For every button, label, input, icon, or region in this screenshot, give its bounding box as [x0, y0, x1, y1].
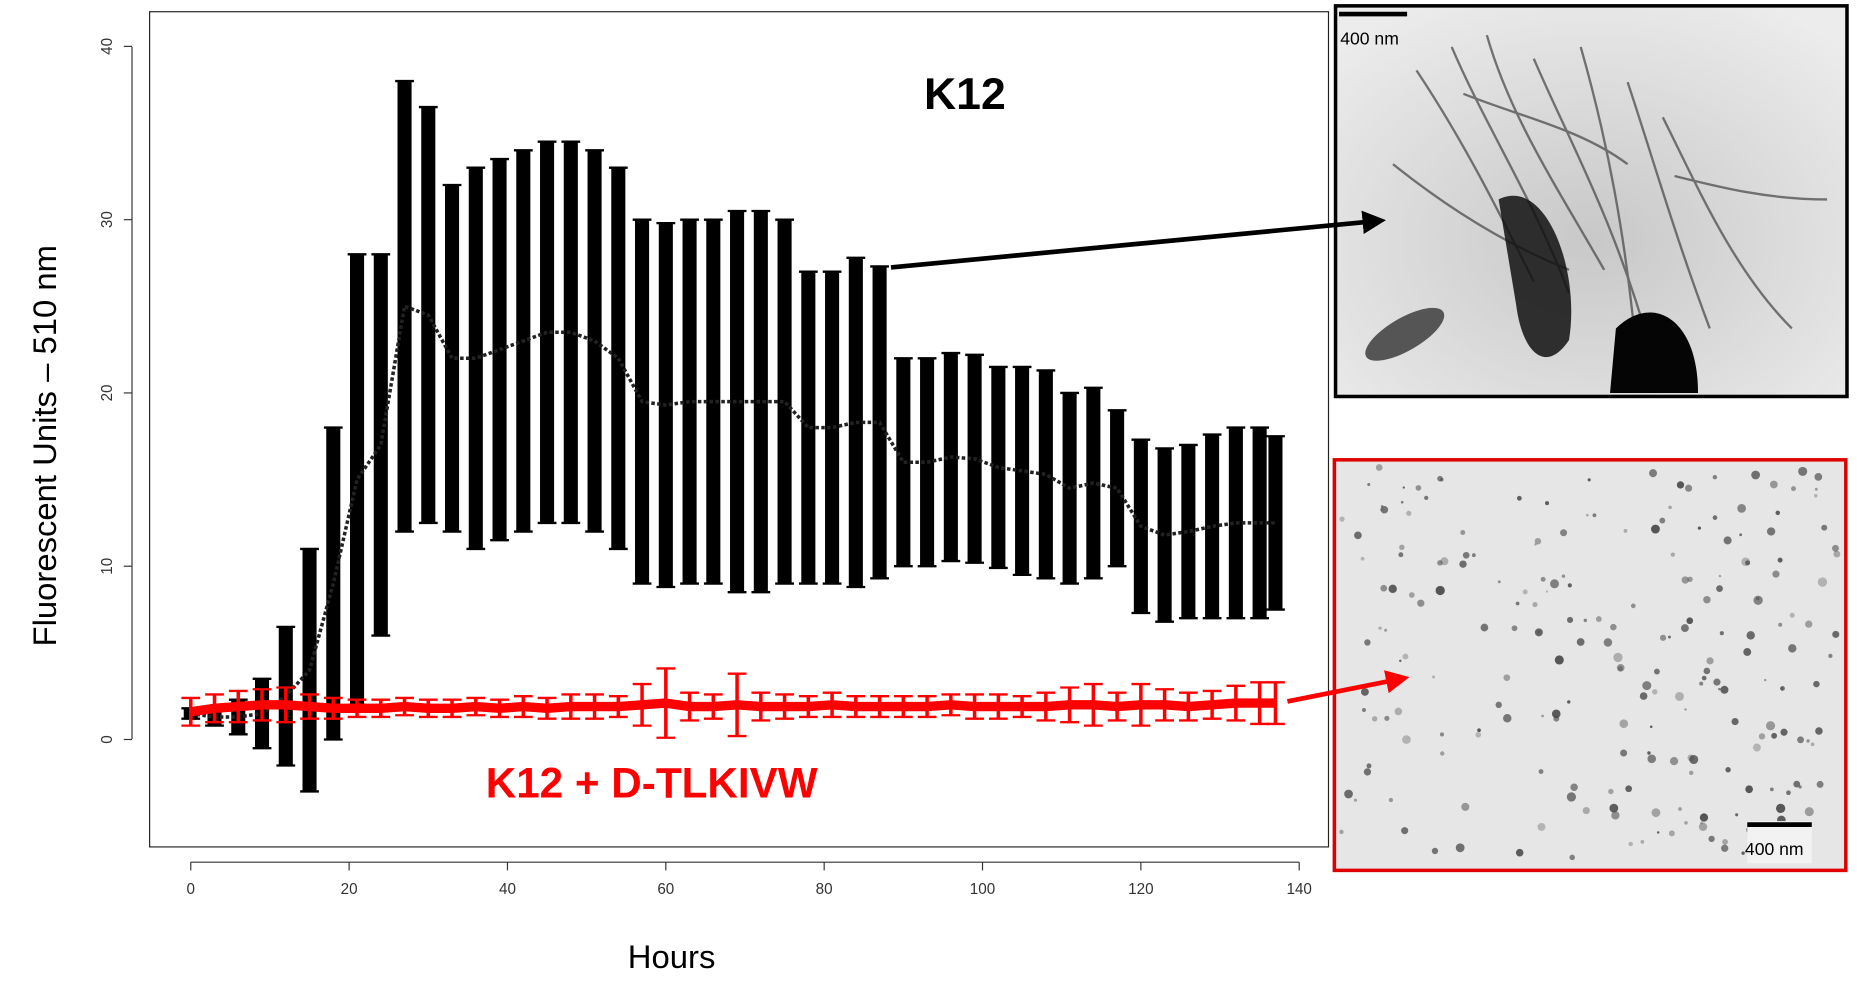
arrow — [890, 210, 1386, 270]
scale-label: 400 nm — [1340, 29, 1399, 49]
x-tick-label: 120 — [1128, 881, 1153, 898]
error-bar — [1226, 426, 1246, 620]
series — [181, 79, 1285, 793]
error-bar — [751, 209, 771, 594]
series-label: K12 + D-TLKIVW — [486, 760, 818, 807]
y-tick-label: 20 — [99, 384, 116, 401]
error-bar — [466, 166, 486, 551]
y-axis-title: Fluorescent Units – 510 nm — [26, 245, 63, 646]
error-bar — [608, 166, 628, 551]
error-bar — [798, 270, 818, 585]
plot-frame — [149, 11, 1330, 848]
micrograph-fibrils: 400 nm — [1333, 4, 1849, 399]
mean-line — [190, 303, 1276, 719]
arrow — [1286, 670, 1410, 704]
x-tick-label: 60 — [657, 881, 674, 898]
error-bar — [1155, 447, 1174, 623]
x-tick-label: 80 — [816, 881, 833, 898]
error-bar — [561, 140, 581, 525]
error-bar — [1012, 365, 1032, 577]
error-bar — [727, 209, 747, 594]
x-axis-title: Hours — [628, 938, 716, 975]
error-bar — [371, 253, 391, 637]
error-bar — [1107, 409, 1127, 568]
error-bar — [395, 79, 414, 533]
error-bar — [893, 357, 913, 568]
error-bar — [1178, 443, 1198, 620]
error-bar — [917, 357, 937, 568]
plot-area — [181, 79, 1285, 793]
error-bar — [1036, 369, 1056, 580]
error-bar — [585, 149, 604, 533]
error-bar — [703, 218, 723, 585]
x-tick-label: 0 — [187, 881, 195, 898]
y-tick-label: 10 — [99, 558, 116, 575]
scale-label: 400 nm — [1745, 839, 1804, 859]
error-bar — [1202, 433, 1222, 620]
error-bar — [537, 140, 557, 525]
y-tick-label: 40 — [99, 38, 116, 55]
error-bar — [846, 256, 866, 589]
error-bar — [1266, 435, 1285, 611]
micrograph-dots: 400 nm — [1332, 458, 1848, 873]
x-tick-label: 100 — [970, 881, 995, 898]
series-label: K12 — [924, 70, 1006, 119]
error-bar — [822, 270, 842, 585]
x-tick-label: 20 — [341, 881, 358, 898]
x-tick-label: 40 — [499, 881, 516, 898]
error-bar — [442, 183, 462, 533]
error-bar — [775, 218, 794, 585]
y-tick-label: 30 — [99, 211, 116, 228]
error-bar — [347, 253, 367, 707]
error-bar — [490, 157, 509, 542]
series — [181, 667, 1285, 739]
x-tick-label: 140 — [1286, 881, 1311, 898]
y-tick-label: 0 — [99, 735, 116, 743]
mean-line — [190, 698, 1276, 717]
